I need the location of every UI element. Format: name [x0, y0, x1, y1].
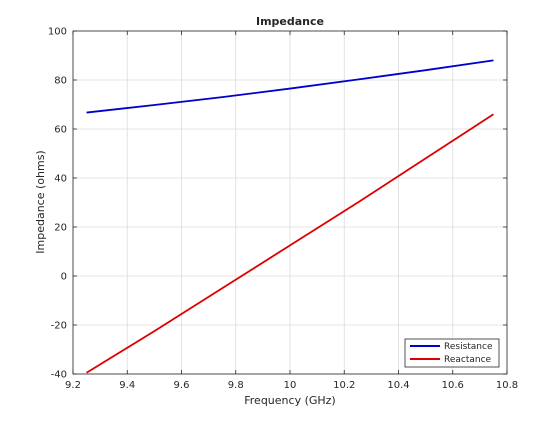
x-tick-label: 9.8	[228, 380, 244, 391]
legend-box	[404, 338, 500, 368]
x-tick-label: 10.2	[333, 380, 355, 391]
y-tick-label: 60	[54, 125, 67, 136]
tick-labels: 9.2 9.4 9.6 9.8 10 10.2 10.4 10.6 10.8 -40 -20 0 20 4…	[48, 27, 518, 392]
x-tick-label: 9.6	[174, 380, 190, 391]
y-axis-label: Impedance (ohms)	[34, 150, 47, 253]
ticks	[72, 30, 508, 375]
y-tick-label: 20	[54, 223, 67, 234]
series-group	[86, 59, 494, 374]
y-tick-label: 100	[48, 27, 67, 38]
y-tick-label: 40	[54, 174, 67, 185]
x-tick-label: 10.4	[387, 380, 409, 391]
x-tick-label: 10.8	[496, 380, 518, 391]
x-tick-label: 10.6	[442, 380, 464, 391]
x-tick-label: 9.4	[119, 380, 135, 391]
chart-title: Impedance	[256, 15, 324, 28]
legend-label-resistance: Resistance	[444, 342, 493, 352]
y-tick-label: 80	[54, 76, 67, 87]
series-line-resistance	[86, 59, 494, 114]
y-tick-label: -20	[51, 321, 67, 332]
y-tick-label: 0	[61, 272, 67, 283]
x-tick-label: 10	[284, 380, 297, 391]
x-axis-label: Frequency (GHz)	[244, 394, 335, 407]
series-line-reactance	[86, 113, 494, 374]
legend-label-reactance: Reactance	[444, 355, 492, 365]
x-tick-label: 9.2	[65, 380, 81, 391]
y-tick-label: -40	[51, 370, 67, 381]
legend: Resistance Reactance	[404, 338, 500, 368]
